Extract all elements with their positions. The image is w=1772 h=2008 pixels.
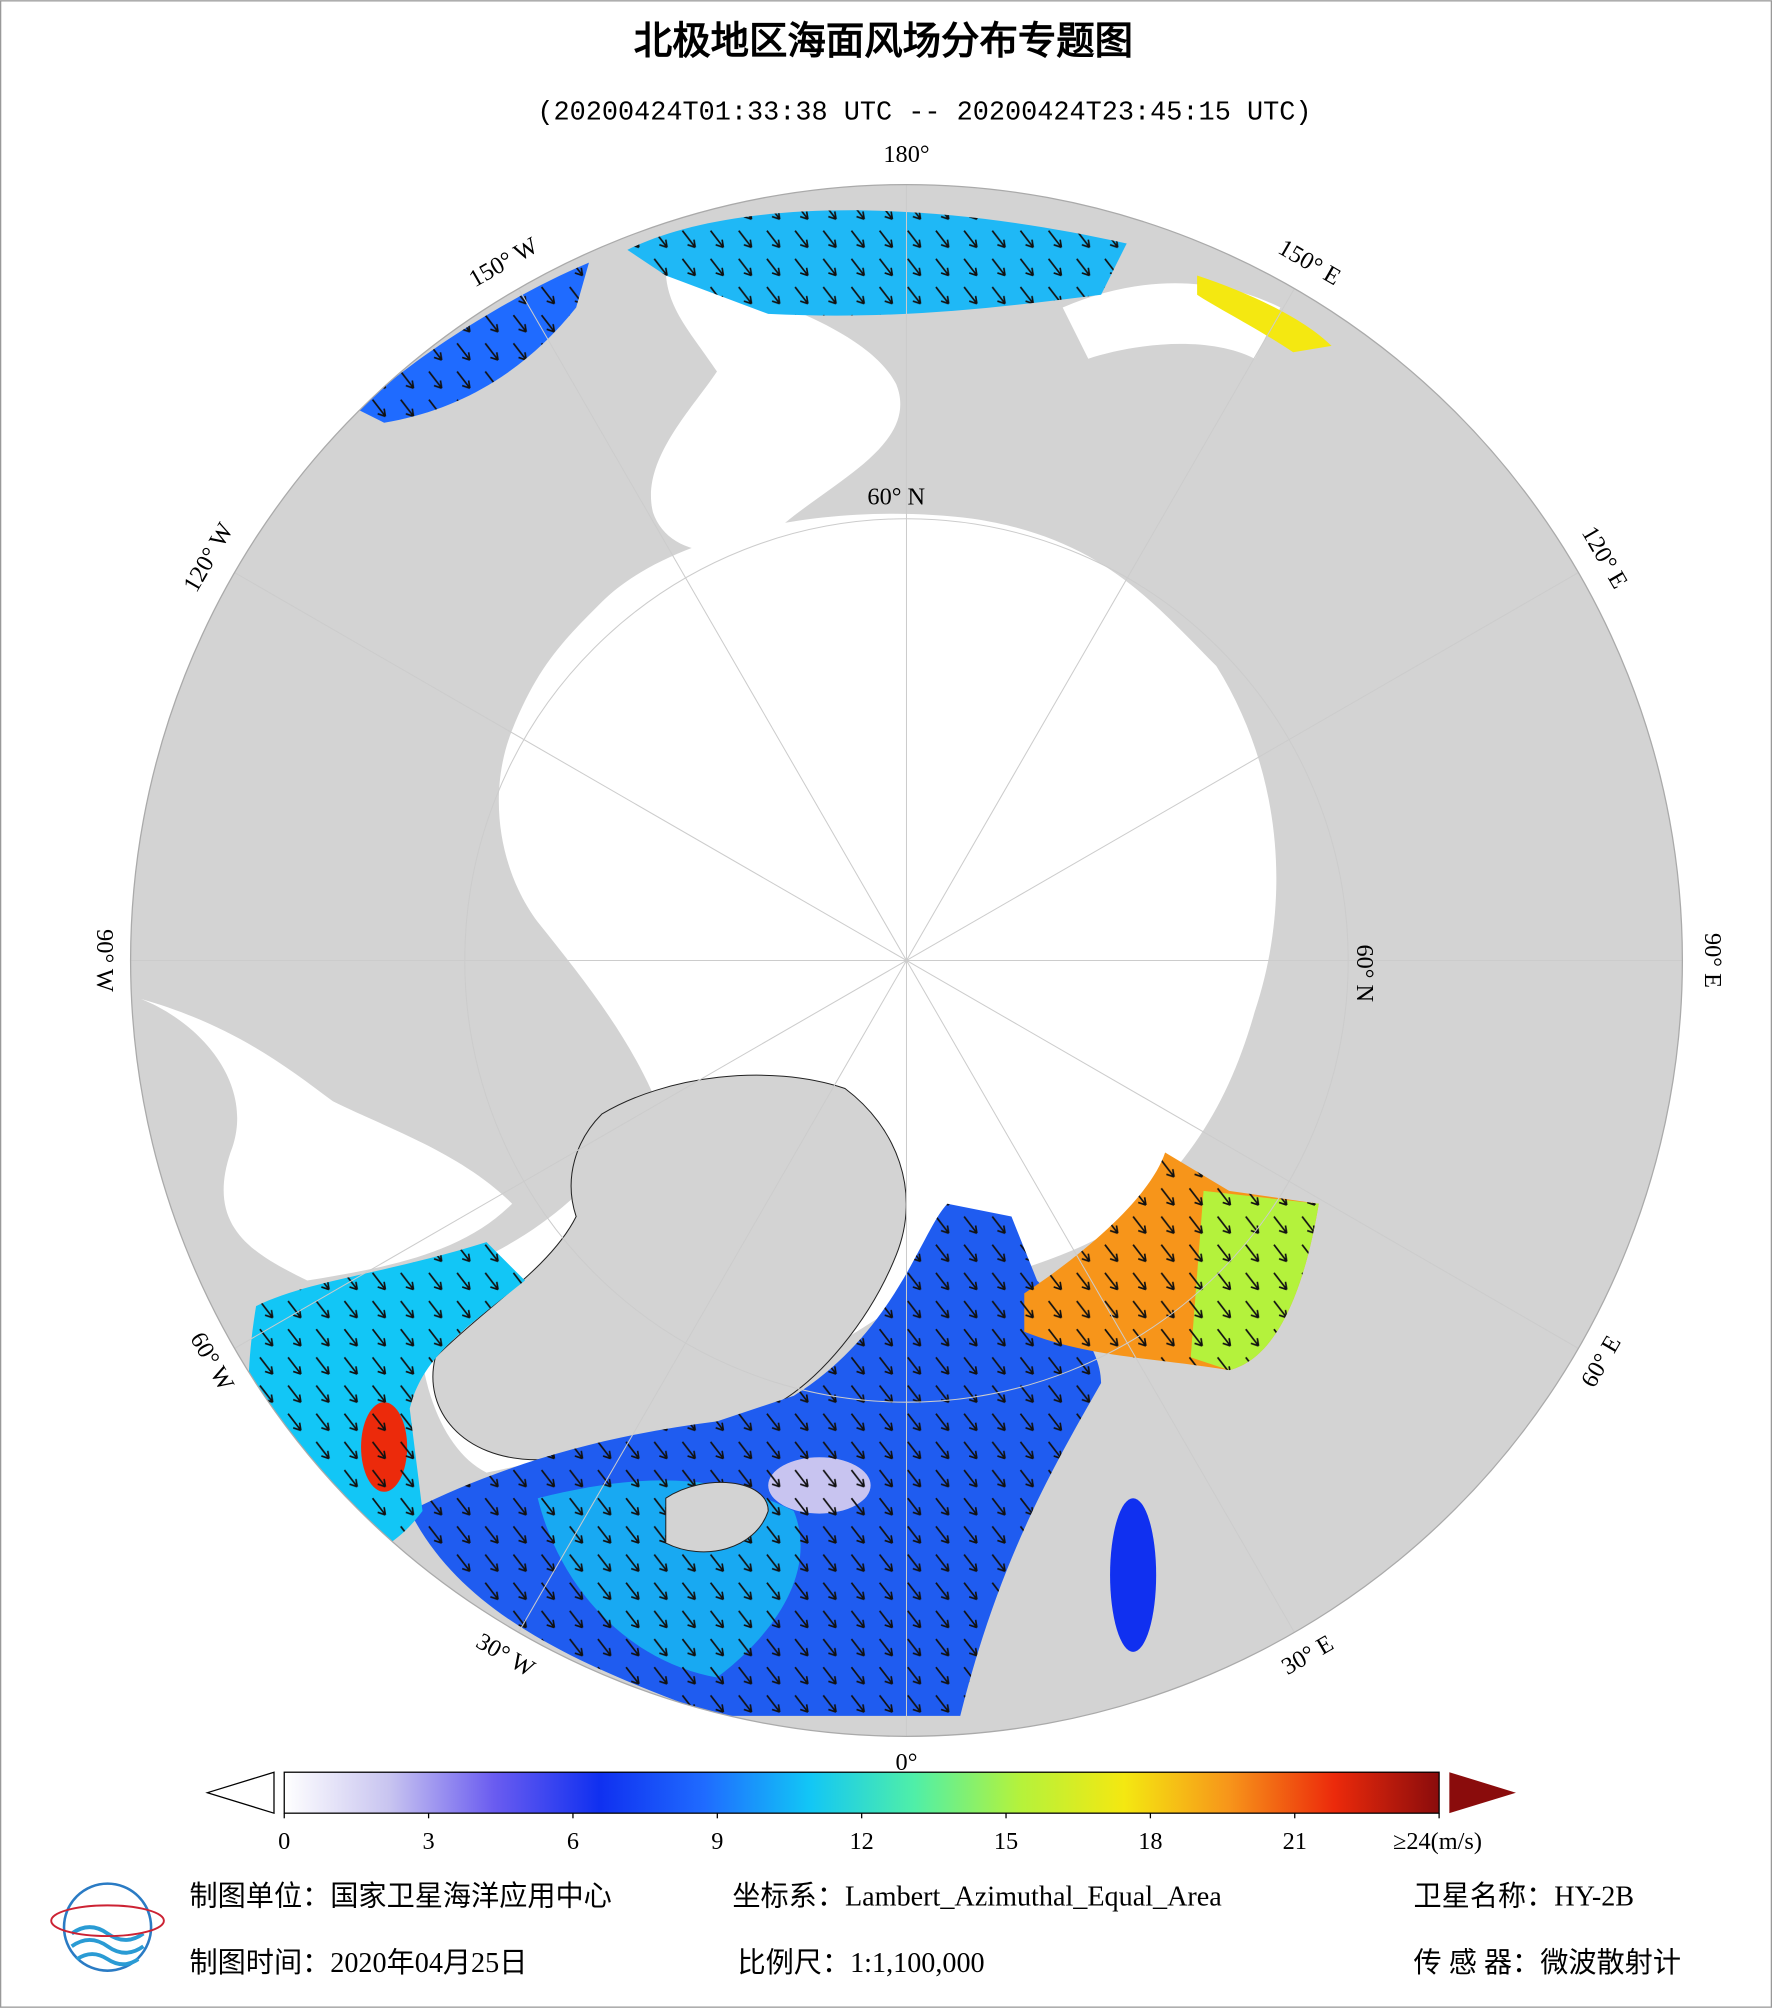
wind-okhotsk: [1197, 275, 1332, 353]
title: 北极地区海面风场分布专题图: [634, 19, 1133, 64]
wind-vectors: [248, 210, 1319, 1716]
logo: [50, 1882, 165, 1972]
map-border: [129, 183, 1684, 1737]
footer-sensor: 传 感 器：微波散射计: [1414, 1947, 1681, 1979]
colorbar-max-arrow: [1449, 1772, 1516, 1814]
meridian: [518, 960, 907, 1633]
meridian: [906, 960, 1295, 1633]
subtitle: (20200424T01:33:38 UTC -- 20200424T23:45…: [537, 98, 1311, 128]
iceland: [665, 1481, 769, 1553]
latitude-label: 60° N: [1351, 944, 1378, 1002]
colorbar-tick-label: 9: [711, 1828, 723, 1855]
footer-unit: 制图单位：国家卫星海洋应用中心: [189, 1880, 611, 1912]
colorbar-tick-label: 18: [1138, 1828, 1162, 1855]
meridian: [906, 960, 1579, 1349]
latitude-label: 60° N: [867, 484, 925, 511]
footer-scale: 比例尺：1:1,100,000: [737, 1947, 984, 1979]
colorbar-tick-label: ≥24(m/s): [1393, 1828, 1482, 1855]
colorbar-tick-label: 0: [278, 1828, 290, 1855]
hudson-bay: [140, 998, 513, 1281]
meridian: [906, 572, 1579, 961]
meridian: [518, 288, 907, 961]
meridian: [906, 288, 1295, 961]
longitude-label: 0°: [896, 1749, 918, 1776]
colorbar-tick-label: 21: [1283, 1828, 1307, 1855]
colorbar-tick-label: 12: [850, 1828, 874, 1855]
meridian: [234, 572, 907, 961]
bering-sea: [650, 269, 901, 552]
colorbar: 0 3 6 9 12 15 18 21 ≥24(m/s): [205, 1771, 1516, 1855]
colorbar-tick-label: 6: [567, 1828, 579, 1855]
graticule: [130, 184, 1683, 1737]
longitude-label: 90° W: [91, 929, 118, 992]
footer-date: 制图时间：2020年04月25日: [189, 1947, 527, 1979]
footer-coordinate-system: 坐标系：Lambert_Azimuthal_Equal_Area: [732, 1880, 1222, 1912]
longitude-label: 90° E: [1699, 933, 1726, 988]
colorbar-tick-label: 15: [994, 1828, 1018, 1855]
footer-satellite: 卫星名称：HY-2B: [1414, 1880, 1635, 1912]
meridian: [234, 960, 907, 1349]
longitude-label: 180°: [883, 141, 929, 168]
colorbar-min-arrow: [205, 1771, 275, 1815]
colorbar-tick-label: 3: [423, 1828, 435, 1855]
map: [130, 184, 1683, 1737]
colorbar-ramp: [283, 1771, 1440, 1814]
wind-baltic: [1110, 1498, 1157, 1652]
